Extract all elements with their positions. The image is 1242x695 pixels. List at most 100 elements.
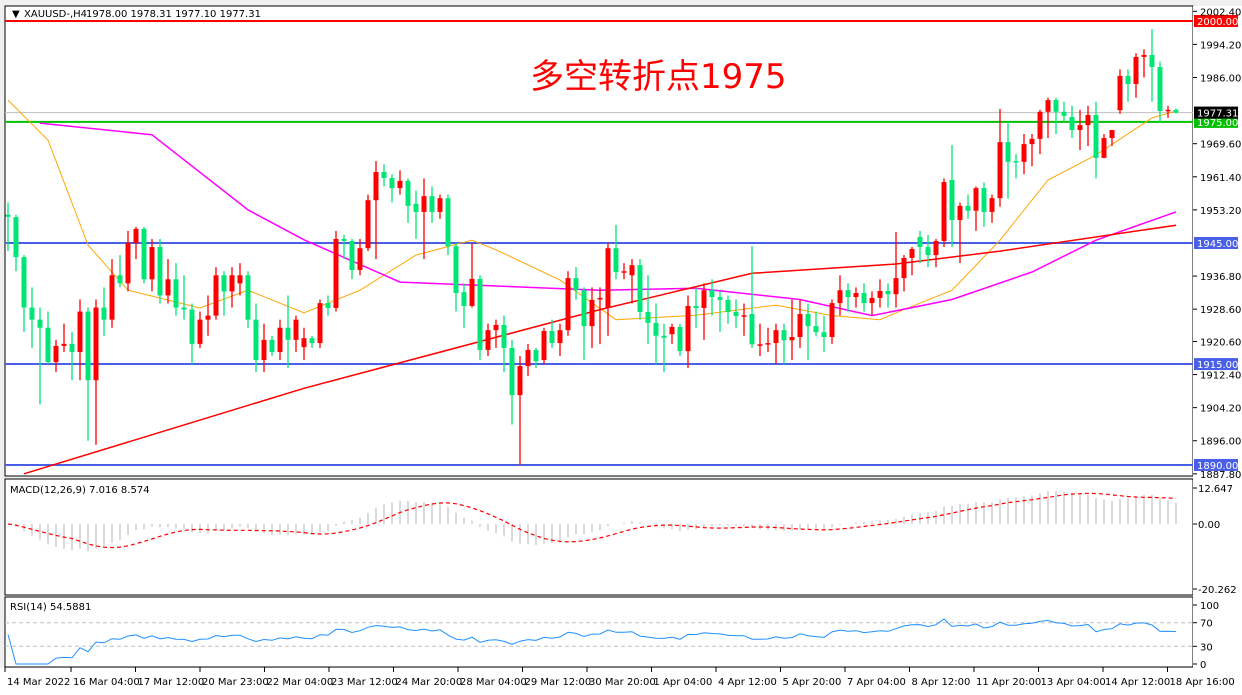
candle-body (285, 327, 291, 340)
candle-body (269, 339, 275, 352)
candle (845, 283, 851, 312)
rsi-tick-label: 30 (1200, 642, 1213, 653)
candle (453, 242, 459, 312)
candle-body (397, 180, 403, 189)
candle-body (525, 349, 531, 367)
candle-body (861, 293, 867, 304)
candle-body (445, 198, 451, 247)
candle-body (245, 275, 251, 320)
candle-body (685, 305, 691, 352)
level-tag-1915.00 (1194, 358, 1238, 371)
candle (205, 295, 211, 336)
candle-body (581, 290, 587, 327)
candle (133, 226, 139, 260)
candle-body (613, 248, 619, 273)
candle-body (141, 228, 147, 280)
macd-pane[interactable] (4, 478, 1194, 596)
candle-body (429, 196, 435, 212)
candle (173, 263, 179, 316)
time-tick-label: 24 Mar 20:00 (396, 677, 463, 688)
candle (1165, 105, 1171, 118)
candle-body (165, 279, 171, 296)
candle-body (453, 246, 459, 294)
candle (653, 303, 659, 365)
candle (661, 323, 667, 373)
candle (741, 303, 747, 336)
candle-body (597, 297, 603, 300)
candle-body (485, 330, 491, 350)
candle (413, 190, 419, 239)
candle (909, 247, 915, 276)
candle (109, 259, 115, 328)
candle-body (293, 319, 299, 340)
rsi-line (7, 618, 1177, 665)
candle-body (21, 257, 27, 308)
candle (1037, 109, 1043, 155)
annotation-text: 多空转折点1975 (530, 57, 787, 97)
main-pane[interactable] (4, 5, 1194, 477)
candle-body (365, 200, 371, 249)
candle-body (1005, 142, 1011, 162)
candle-body (29, 307, 35, 320)
candle (1117, 69, 1123, 114)
menu-triangle-icon[interactable]: ▼ (12, 9, 20, 20)
candle (525, 343, 531, 377)
candle (285, 295, 291, 369)
candle-body (533, 349, 539, 362)
candle (589, 287, 595, 348)
rsi-tick-label: 0 (1200, 660, 1206, 671)
macd-tick-label: 12.647 (1198, 484, 1233, 495)
candle-body (1029, 138, 1035, 145)
candle (181, 275, 187, 320)
candle (709, 279, 715, 316)
macd-signal-line (7, 492, 1177, 549)
candle-body (701, 290, 707, 308)
price-tick-label: 2002.40 (1200, 7, 1241, 18)
candle-body (741, 315, 747, 317)
candle (701, 283, 707, 340)
time-tick-label: 13 Apr 04:00 (1041, 677, 1106, 688)
candle (149, 238, 155, 292)
candle (405, 178, 411, 223)
candle (341, 234, 347, 260)
candle-body (213, 275, 219, 316)
candle (77, 299, 83, 381)
candle-body (61, 343, 67, 346)
candle-body (373, 171, 379, 201)
candle (549, 319, 555, 348)
price-tick-label: 1928.60 (1200, 305, 1241, 316)
time-tick-label: 14 Mar 2022 (7, 677, 70, 688)
candle-body (197, 319, 203, 344)
candle-body (893, 278, 899, 295)
candle (693, 287, 699, 328)
price-tick-label: 1920.60 (1200, 337, 1241, 348)
candle-body (837, 290, 843, 304)
rsi-pane[interactable] (4, 596, 1194, 668)
candle (677, 323, 683, 356)
level-tag-1945.00 (1194, 236, 1238, 249)
candle (269, 335, 275, 356)
candle-body (957, 205, 963, 220)
time-tick-label: 14 Apr 12:00 (1105, 677, 1170, 688)
candle-body (1061, 111, 1067, 116)
candle-body (109, 275, 115, 320)
candle (957, 202, 963, 264)
candle (901, 255, 907, 292)
time-tick-label: 30 Mar 20:00 (589, 677, 656, 688)
time-tick-label: 4 Apr 12:00 (718, 677, 777, 688)
candle-body (1157, 67, 1163, 112)
price-tick-label: 1961.40 (1200, 173, 1241, 184)
candle-body (389, 178, 395, 189)
price-tick-label: 1986.00 (1200, 74, 1241, 85)
candle (157, 238, 163, 304)
candle-body (709, 290, 715, 298)
macd-tick-label: 0.00 (1198, 520, 1220, 531)
candle-body (789, 337, 795, 341)
candle (253, 303, 259, 373)
candle (509, 339, 515, 425)
candle-body (1141, 54, 1147, 57)
candle-body (477, 278, 483, 350)
candle (1173, 108, 1179, 114)
